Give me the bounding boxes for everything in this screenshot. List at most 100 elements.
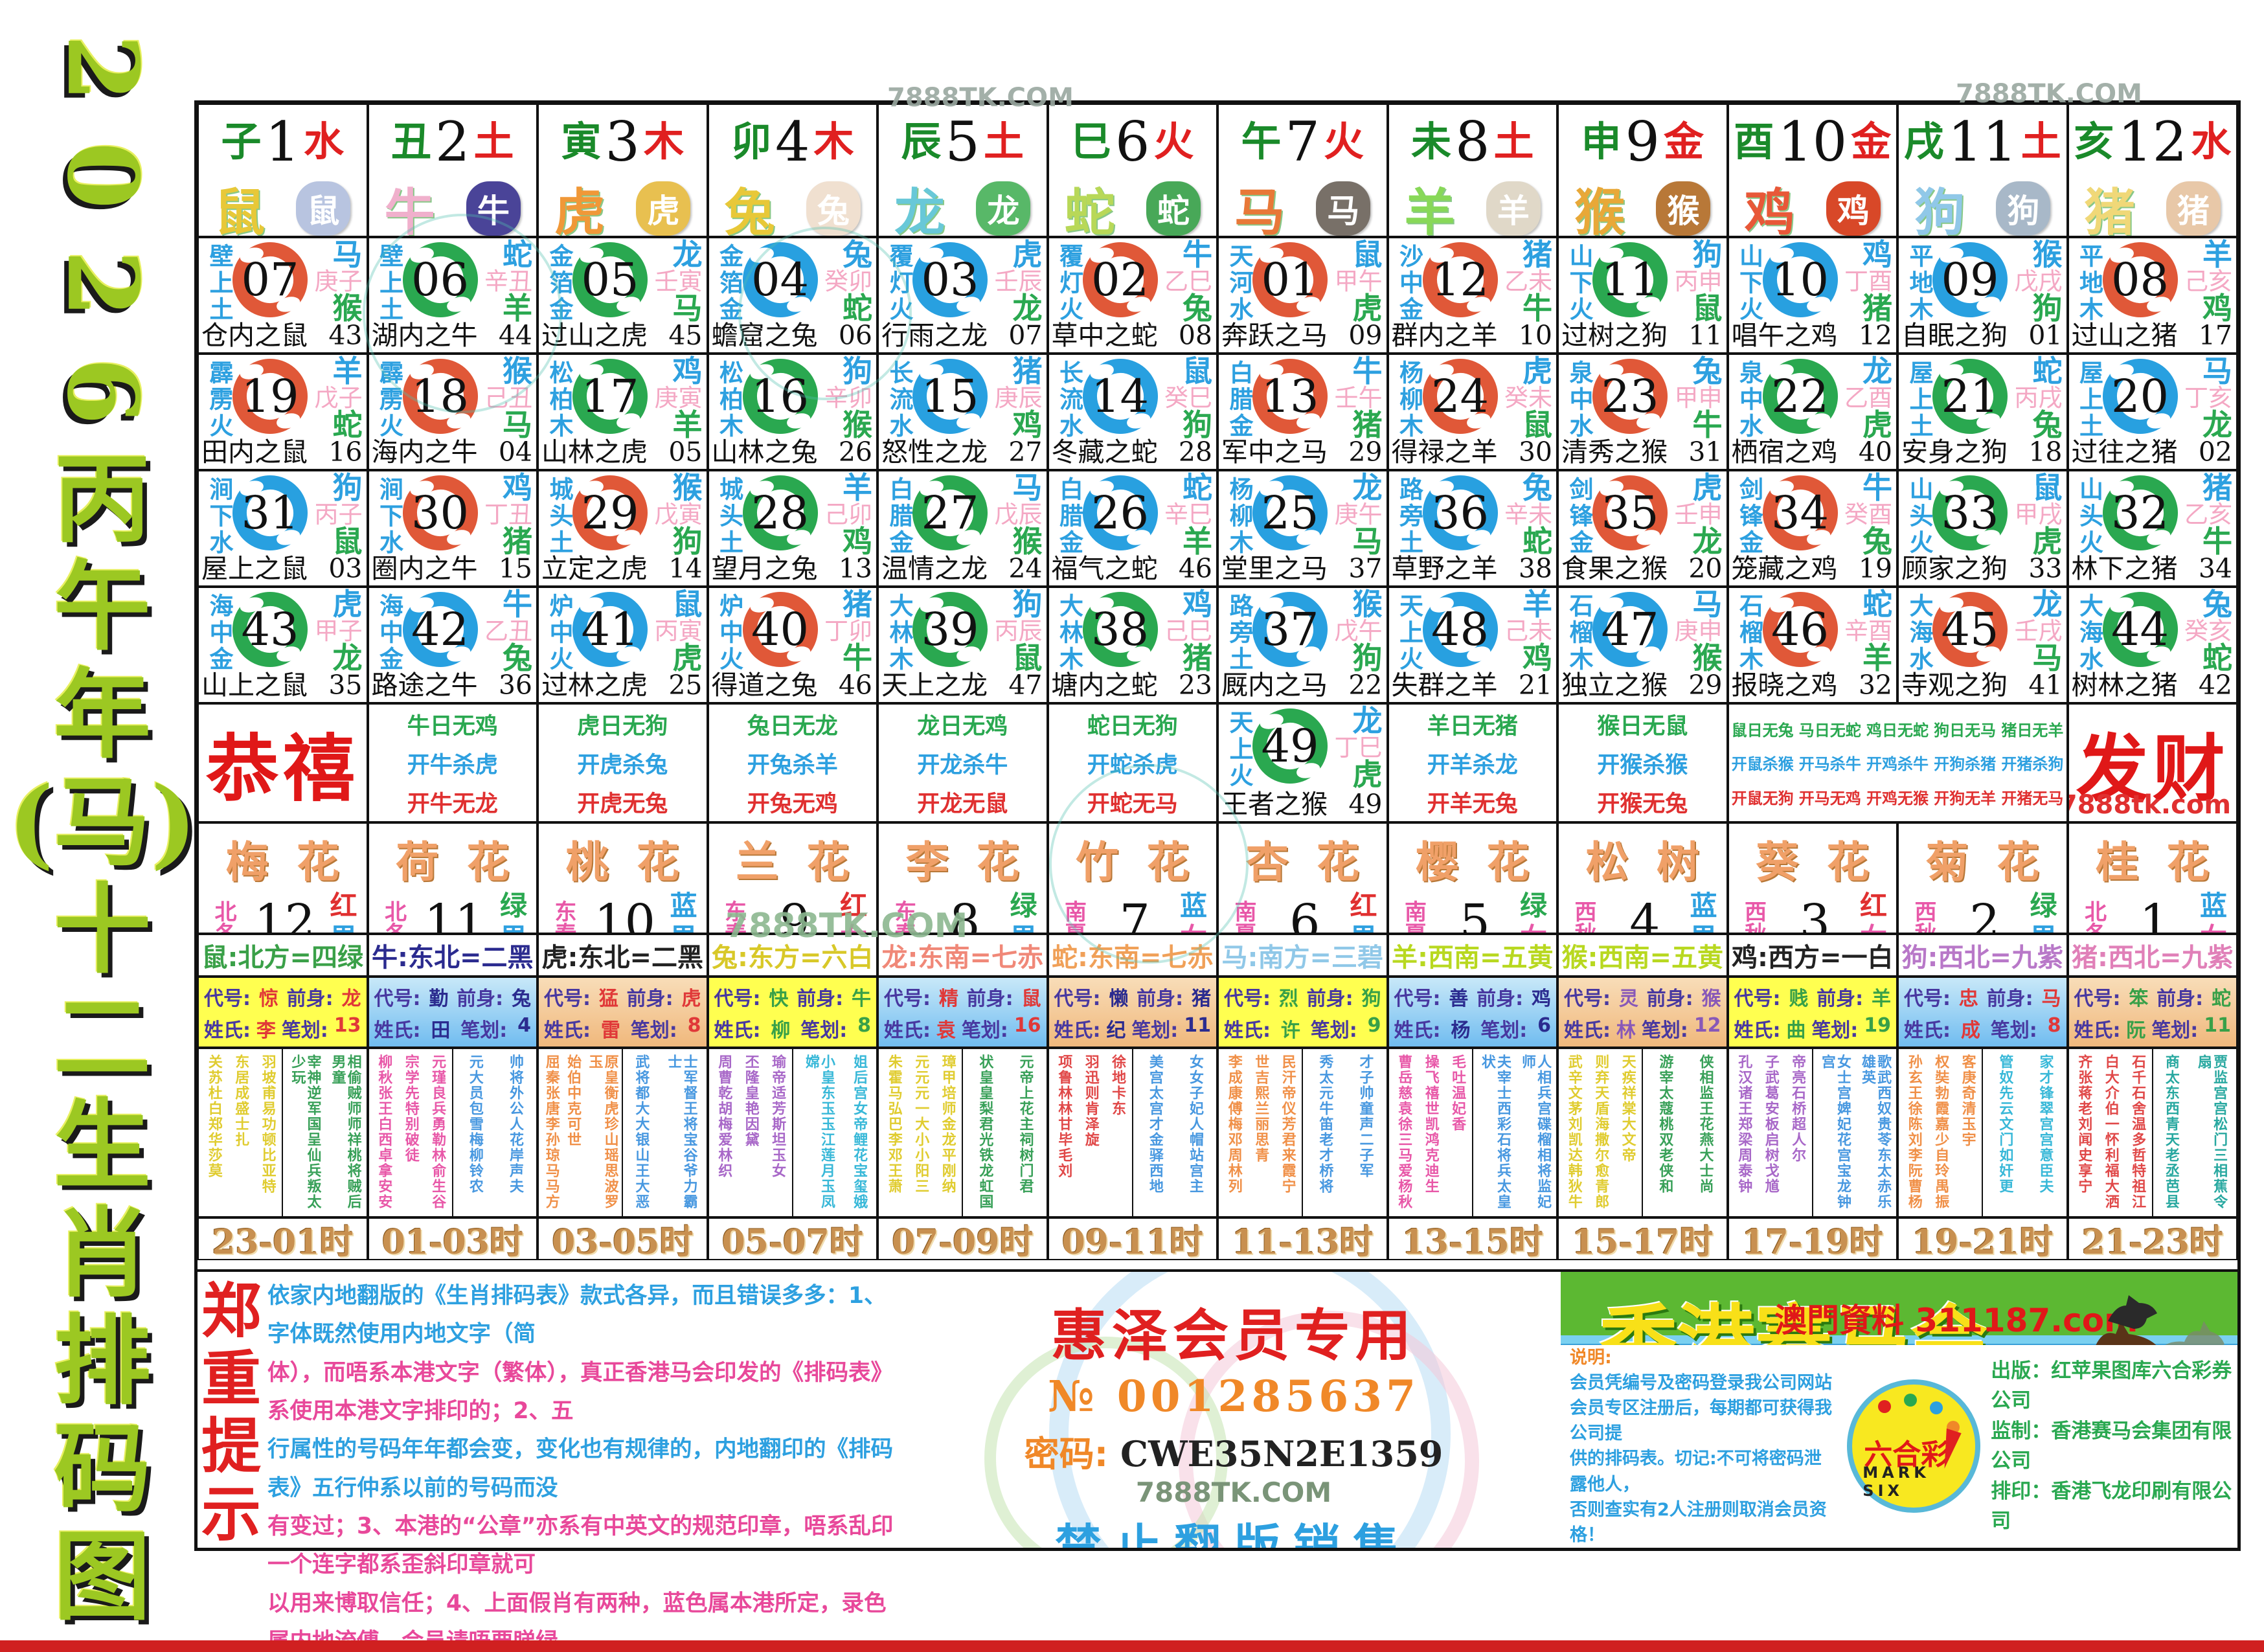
season-direction: 西秋 (1910, 900, 1936, 934)
name-strip: 武将都大大银山王大恶 士军督王将宝谷爷力霸士 (623, 1049, 706, 1216)
nayin: 天上火 (1395, 593, 1423, 673)
side-chars: 牛癸酉兔 (1844, 473, 1892, 556)
time-text: 21-23时 (2081, 1222, 2223, 1260)
code-value: 马 (2041, 987, 2061, 1010)
ganzhi: 丙辰 (994, 617, 1043, 645)
animal-phrase-row: 厩内之马 22 (1221, 663, 1383, 702)
number-ball: 31 (223, 471, 317, 560)
gender-color: 绿男 (1010, 890, 1037, 933)
phrase-text: 树林之猪 (2071, 670, 2178, 701)
flower-name: 梅花 (199, 824, 367, 890)
ganzhi: 辛巳 (1164, 501, 1212, 528)
member-note: 说明: 会员凭编号及密码登录我公司网站 会员专区注册后，每期都可获得我公司提 供的排码… (1561, 1345, 1837, 1548)
flower-char: 杏 (1245, 837, 1289, 887)
rule-line: 开猴杀猴 (1597, 752, 1688, 778)
nayin: 大林木 (885, 593, 913, 673)
harmony-animal: 鼠 (1523, 407, 1552, 442)
phrase-text: 天上之龙 (881, 670, 988, 701)
rule-line: 鸡日无蛇 (1866, 721, 1929, 740)
direction-text: 牛:东北=二黑 (371, 943, 534, 973)
animal-sticker: 鸡 (1826, 181, 1881, 236)
animal-phrase-row: 温情之龙 24 (881, 547, 1043, 585)
direction-text: 龙:东南=七赤 (881, 943, 1043, 973)
code-戌: 代号: 忠前身: 马姓氏: 成笔划: 8 (1897, 977, 2068, 1048)
clash-animal: 牛 (1183, 237, 1212, 272)
flower-number: 2 (1969, 894, 2000, 934)
direction-卯: 兔:东方=六白 (707, 934, 877, 977)
ganzhi: 丁丑 (484, 501, 532, 528)
rule-line: 猴日无鼠 (1597, 713, 1688, 740)
animal-phrase-row: 堂里之马 37 (1221, 547, 1383, 585)
time-亥: 21-23时 (2067, 1217, 2237, 1260)
ball-number: 34 (1771, 486, 1829, 539)
rule-line: 开兔无鸡 (747, 791, 838, 817)
clash-animal: 虎 (1692, 470, 1723, 505)
number-ball: 49 (1243, 705, 1337, 793)
names-辰: 朱霍马弘巴李邓王萧 元元元一大小小阳三 璋甲培师金龙平刚纳 状皇皇梨君光铁龙虹国 元帝上… (877, 1048, 1048, 1217)
title-char: 肖 (53, 1196, 151, 1311)
ganzhi: 己卯 (824, 501, 872, 528)
watermark-text: 7888tk.com (2067, 790, 2231, 820)
big-red-text: 发财 (2076, 727, 2229, 811)
season-direction: 北冬 (2080, 900, 2107, 934)
warning-line: 依家内地翻版的《生肖排码表》款式各异，而且错误多多：1、字体既然使用内地文字（简 (267, 1283, 887, 1348)
phrase-number: 41 (2028, 670, 2063, 701)
phrase-number: 40 (1858, 436, 1892, 468)
side-chars: 猴戊寅狗 (655, 473, 703, 556)
nayin: 松柏木 (715, 360, 743, 440)
watermark-text: 7888TK.COM (1956, 79, 2142, 109)
logo-dot (1947, 1421, 1960, 1434)
ball-number: 15 (921, 370, 979, 423)
animal-fancy-char: 猴 (1574, 184, 1625, 237)
code-value: 贱 (1789, 987, 1809, 1010)
direction-辰: 龙:东南=七赤 (877, 934, 1048, 977)
code-value: 林 (1616, 1019, 1636, 1042)
direction-text: 鼠:北方=四绿 (201, 943, 363, 973)
harmony-animal: 兔 (1862, 524, 1892, 559)
rule-line: 开羊无兔 (1427, 791, 1518, 817)
code-label: 代号: (1054, 987, 1101, 1010)
direction-text: 马:南方=三碧 (1221, 943, 1383, 973)
code-label: 笔划: (630, 1019, 677, 1042)
cell-寅-row2: 松柏木 17 鸡庚寅羊山林之虎 05 (538, 354, 708, 470)
number-ball: 22 (1754, 355, 1846, 443)
title-char: 午 (53, 550, 151, 664)
color-word: 红 (839, 890, 867, 922)
name-strip: 柳秋张王白西卓拿安安 宗学先特别破徒 元瑾良兵勇勒林俞生谷 (369, 1049, 453, 1216)
ball-number: 03 (921, 253, 979, 306)
ganzhi: 己巳 (1164, 617, 1212, 645)
cell-未-row1: 沙中金 12 猪乙未牛群内之羊 10 (1387, 237, 1557, 354)
harmony-animal: 狗 (1352, 640, 1383, 675)
rule-line: 开狗无羊 (1934, 789, 1997, 808)
number-ball: 01 (1243, 238, 1337, 326)
code-label: 笔划: (1131, 1019, 1179, 1042)
rule-line: 开猪无马 (2001, 789, 2064, 808)
nayin: 涧下水 (205, 477, 233, 556)
number-ball: 20 (2094, 355, 2186, 443)
animal-fancy-char: 虎 (554, 184, 606, 237)
ganzhi: 己亥 (2184, 267, 2232, 295)
clash-animal: 猪 (1523, 237, 1552, 272)
rule-line: 开龙无鼠 (917, 791, 1008, 817)
flower-char: 花 (1826, 837, 1870, 887)
number-ball: 37 (1243, 588, 1337, 676)
code-value: 兔 (511, 987, 531, 1010)
clash-animal: 马 (1692, 587, 1723, 622)
phrase-text: 仓内之鼠 (201, 320, 308, 351)
animal-phrase-row: 仓内之鼠 43 (201, 313, 363, 352)
day-rules-申: 猴日无鼠 开猴杀猴 开猴无兔 (1557, 703, 1728, 822)
side-chars: 鸡丁酉猪 (1844, 240, 1892, 323)
phrase-text: 食果之猴 (1561, 553, 1668, 584)
note-line: 会员凭编号及密码登录我公司网站 (1570, 1373, 1832, 1394)
header-亥: 亥 12 水猪猪 (2067, 104, 2237, 237)
code-value: 虎 (681, 987, 701, 1010)
phrase-number: 28 (1178, 436, 1212, 468)
animal-phrase-row: 报晓之鸡 32 (1732, 663, 1893, 702)
clash-animal: 龙 (672, 237, 703, 272)
animal-sticker: 马 (1316, 181, 1371, 236)
flower-char: 桂 (2096, 837, 2139, 887)
direction-子: 鼠:北方=四绿 (198, 934, 368, 977)
phrase-text: 失群之羊 (1391, 670, 1498, 701)
